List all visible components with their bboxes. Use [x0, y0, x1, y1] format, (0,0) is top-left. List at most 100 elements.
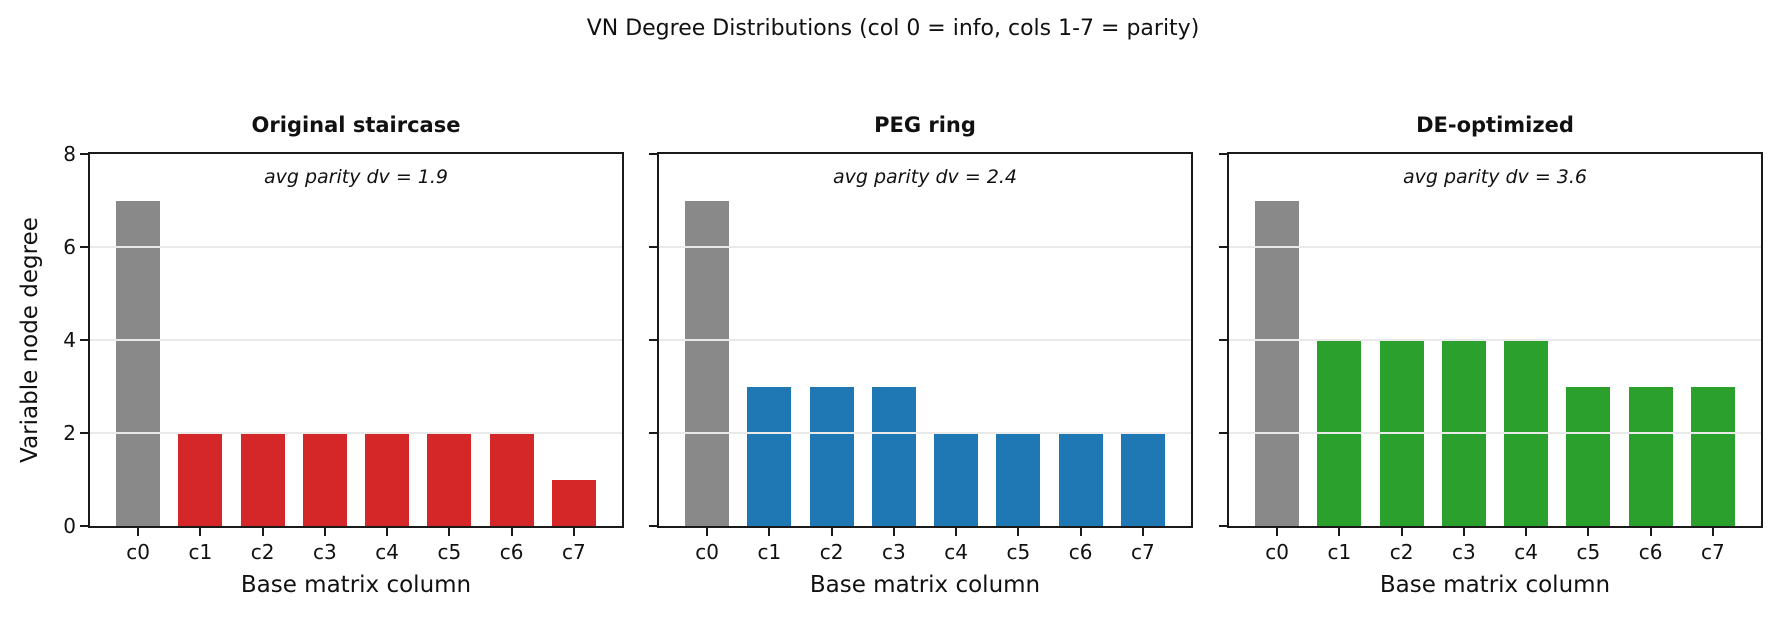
x-tick-label: c3 [882, 540, 906, 564]
x-tick-label: c4 [1514, 540, 1538, 564]
bar-c2 [240, 433, 285, 526]
y-tick [80, 525, 88, 527]
bar-c4 [934, 433, 979, 526]
x-tick-label: c0 [126, 540, 150, 564]
annotation-avg-parity: avg parity dv = 3.6 [1402, 166, 1588, 188]
x-axis-label: Base matrix column [240, 572, 472, 598]
bar-c7 [551, 479, 596, 526]
subplot-axes-1: Original staircase 0 2 4 6 8 c0 c1 c2 c3 c4 c5 c6 c7 a… [63, 113, 624, 598]
x-tick-label: c1 [757, 540, 782, 564]
x-tick-label: c3 [313, 540, 337, 564]
y-tick [80, 432, 88, 434]
bar-c1 [178, 433, 223, 526]
x-tick-label: c2 [1389, 540, 1414, 564]
x-tick-label: c0 [1265, 540, 1289, 564]
gridline-y2 [90, 432, 622, 434]
x-tick-label: c7 [1131, 540, 1155, 564]
x-tick-label: c6 [1068, 540, 1093, 564]
bar-c6 [1058, 433, 1103, 526]
x-tick [768, 528, 771, 536]
subplot-axes-2: PEG ring c0 c1 c2 c3 c4 c5 c6 c7 avg parity dv = … [649, 113, 1193, 598]
y-tick-label: 8 [63, 142, 76, 166]
gridline-y4 [90, 339, 622, 341]
x-tick-label: c4 [375, 540, 399, 564]
y-tick-label: 0 [63, 514, 76, 538]
x-tick-label: c6 [499, 540, 524, 564]
bar-c0 [685, 200, 730, 526]
x-axis-label: Base matrix column [809, 572, 1041, 598]
gridline-y2 [1229, 432, 1761, 434]
x-tick [1711, 528, 1714, 536]
bar-c5 [1566, 386, 1611, 526]
bar-c3 [302, 433, 347, 526]
y-tick [1219, 525, 1227, 527]
x-tick-label: c2 [250, 540, 275, 564]
x-tick [955, 528, 958, 536]
y-tick [649, 525, 657, 527]
bar-c6 [1628, 386, 1673, 526]
annotation-avg-parity: avg parity dv = 2.4 [832, 166, 1018, 188]
x-tick-label: c2 [819, 540, 844, 564]
y-tick [1219, 339, 1227, 341]
bar-c6 [489, 433, 534, 526]
x-tick-label: c4 [944, 540, 968, 564]
x-tick [1525, 528, 1528, 536]
y-axis-label: Variable node degree [17, 217, 43, 463]
bar-c7 [1690, 386, 1735, 526]
x-tick [1649, 528, 1652, 536]
x-tick [1079, 528, 1082, 536]
x-tick-label: c3 [1452, 540, 1476, 564]
x-tick-label: c7 [1701, 540, 1725, 564]
bar-c0 [1255, 200, 1300, 526]
x-tick [1400, 528, 1403, 536]
x-tick [1141, 528, 1144, 536]
y-tick [80, 339, 88, 341]
x-tick [572, 528, 575, 536]
y-tick [80, 153, 88, 155]
y-tick [649, 153, 657, 155]
x-axis-label: Base matrix column [1379, 572, 1611, 598]
x-tick-label: c5 [437, 540, 462, 564]
x-tick [830, 528, 833, 536]
y-tick-label: 4 [63, 328, 76, 352]
y-tick [649, 339, 657, 341]
y-tick [1219, 246, 1227, 248]
bar-c1 [747, 386, 792, 526]
bar-c5 [427, 433, 472, 526]
subplot-title: DE-optimized [1416, 113, 1574, 137]
x-tick-label: c1 [1327, 540, 1352, 564]
x-tick [1276, 528, 1279, 536]
y-tick [80, 246, 88, 248]
y-tick [1219, 432, 1227, 434]
gridline-y6 [90, 246, 622, 248]
x-tick [137, 528, 140, 536]
x-tick [1017, 528, 1020, 536]
subplot-title: PEG ring [874, 113, 976, 137]
y-tick [649, 246, 657, 248]
annotation-avg-parity: avg parity dv = 1.9 [263, 166, 449, 188]
y-tick [649, 432, 657, 434]
x-tick [261, 528, 264, 536]
x-tick-label: c7 [562, 540, 586, 564]
x-tick-label: c0 [695, 540, 719, 564]
x-tick [448, 528, 451, 536]
y-tick-label: 6 [63, 235, 76, 259]
x-tick-label: c5 [1006, 540, 1031, 564]
gridline-y6 [659, 246, 1191, 248]
x-tick [323, 528, 326, 536]
bar-c2 [809, 386, 854, 526]
gridline-y6 [1229, 246, 1761, 248]
x-tick [1462, 528, 1465, 536]
x-tick [510, 528, 513, 536]
subplot-axes-3: DE-optimized c0 c1 c2 c3 c4 c5 c6 c7 avg parity d… [1219, 113, 1763, 598]
x-tick [892, 528, 895, 536]
bar-c0 [116, 200, 161, 526]
gridline-y4 [1229, 339, 1761, 341]
x-tick [199, 528, 202, 536]
gridline-y4 [659, 339, 1191, 341]
bar-c3 [871, 386, 916, 526]
x-tick-label: c6 [1638, 540, 1663, 564]
bar-c7 [1120, 433, 1165, 526]
figure-title: VN Degree Distributions (col 0 = info, c… [586, 16, 1200, 41]
